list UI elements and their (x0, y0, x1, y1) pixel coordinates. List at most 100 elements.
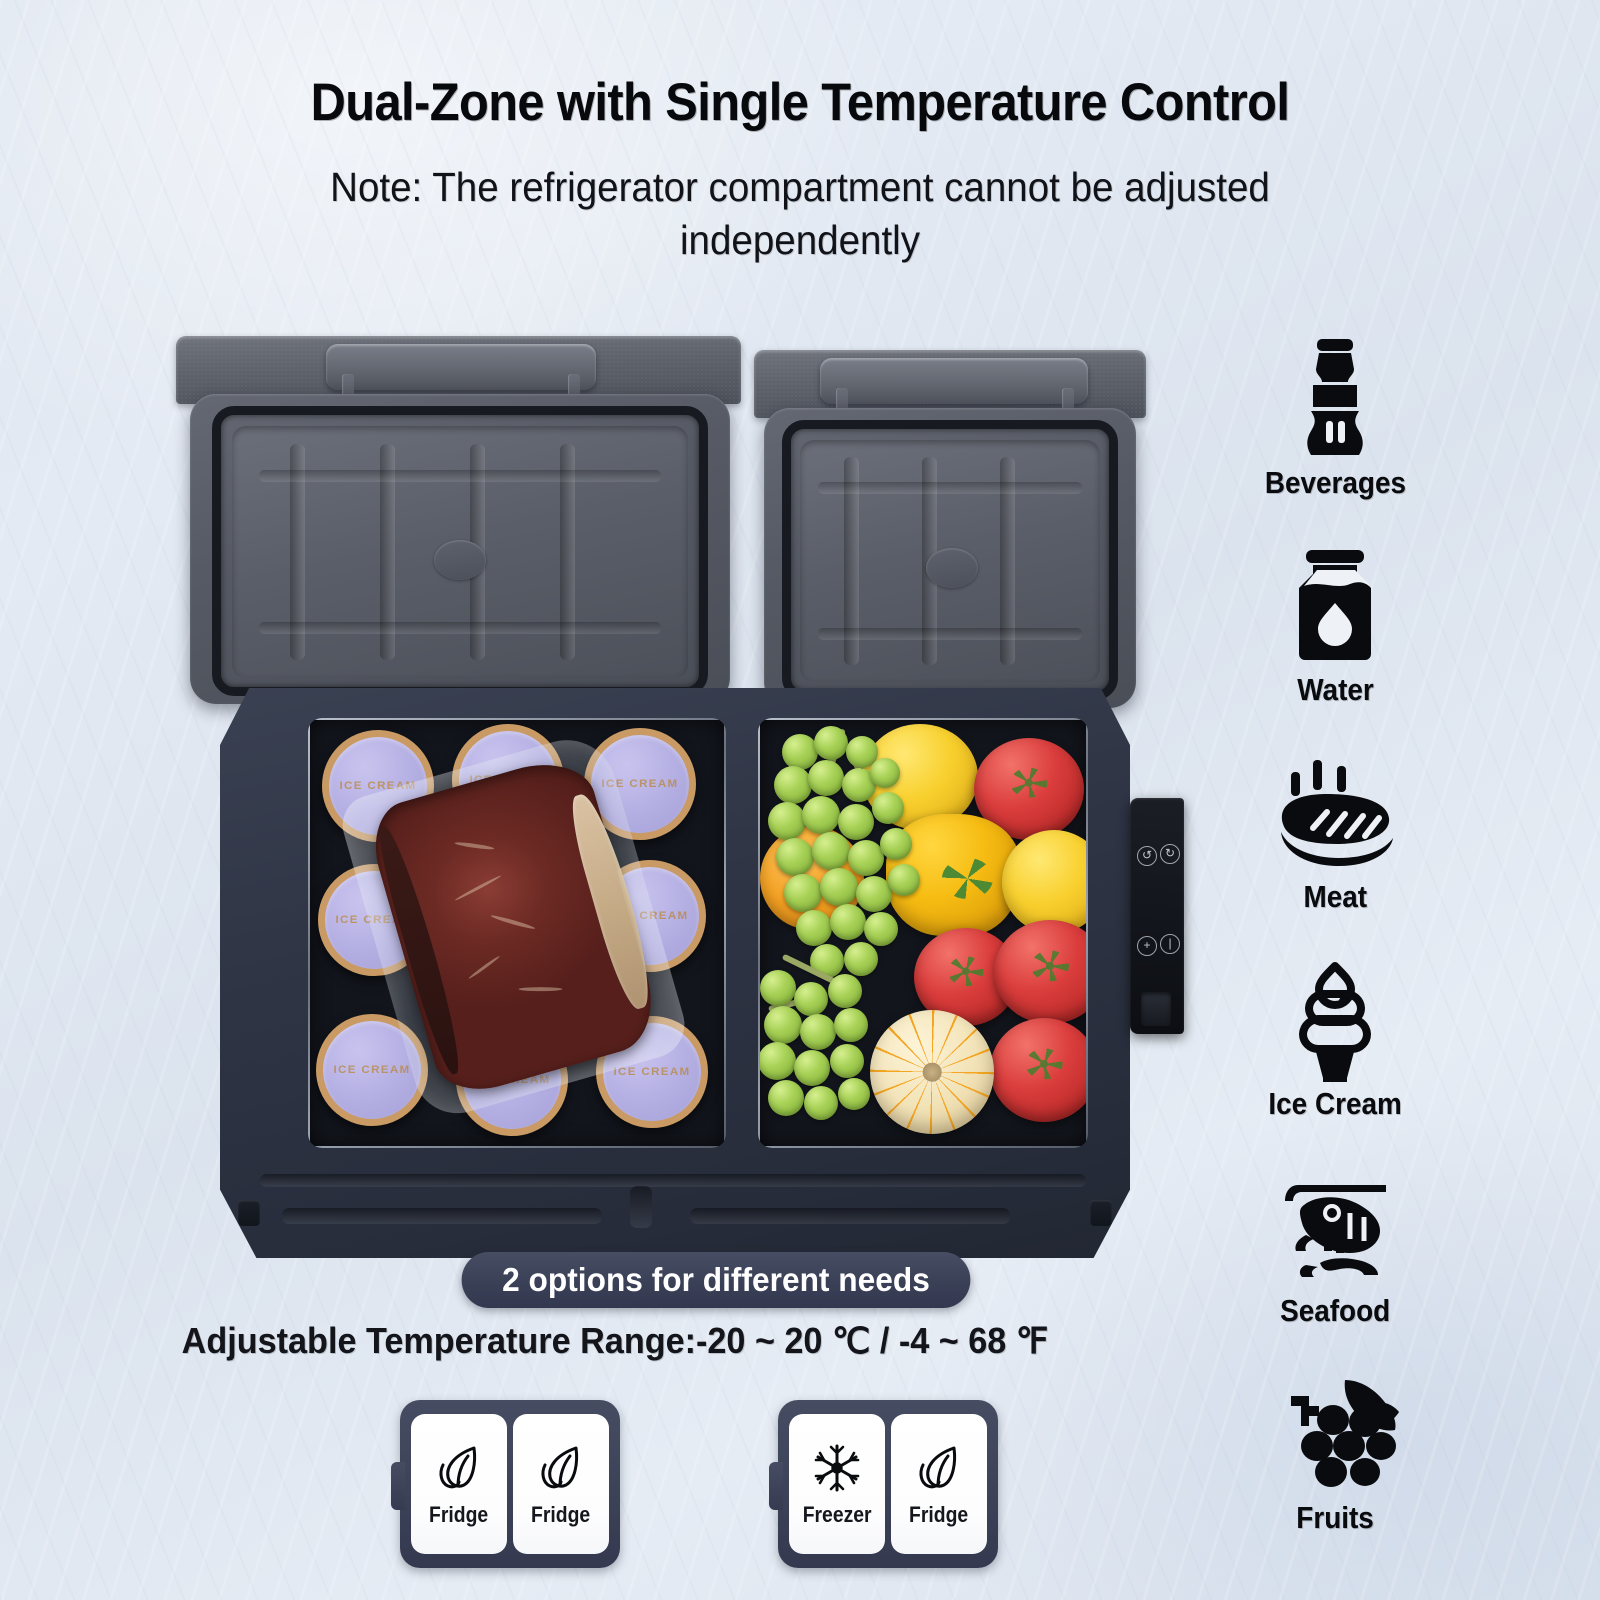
option-cards-row: Fridge Fridge (391, 1396, 1060, 1572)
grape (774, 766, 812, 804)
grape (828, 974, 862, 1008)
tub-label: ICE CREAM (333, 1064, 411, 1076)
bottle-icon (1283, 336, 1387, 464)
right-lid-face (764, 408, 1136, 708)
option-slot[interactable]: Freezer (789, 1414, 885, 1554)
icon-label-fruits: Fruits (1296, 1500, 1374, 1535)
snowflake-icon (812, 1440, 862, 1496)
lid-rib (560, 443, 575, 661)
body-center-divider (630, 1186, 652, 1228)
grape (812, 832, 850, 870)
water-jar-icon (1282, 543, 1388, 671)
body-groove (282, 1208, 602, 1224)
grape (768, 1080, 804, 1116)
leaf-icon (536, 1440, 586, 1496)
left-lid-face (190, 394, 730, 704)
control-panel[interactable]: ↺ ↻ + | (1130, 798, 1184, 1034)
grape (830, 1044, 864, 1078)
minus-icon[interactable]: | (1160, 934, 1180, 954)
plus-icon[interactable]: + (1137, 936, 1157, 956)
lid-rib-horizontal (818, 628, 1082, 640)
grape (814, 726, 848, 760)
icon-item-seafood: Seafood (1235, 1164, 1435, 1371)
right-lid-inner-panel (800, 440, 1100, 682)
option-slot[interactable]: Fridge (411, 1414, 507, 1554)
freezer-compartment: ICE CREAM ICE CREAM ICE CREAM ICE CREAM … (308, 718, 726, 1148)
icon-item-beverages: Beverages (1235, 336, 1435, 543)
right-lid (754, 350, 1146, 710)
lid-rib-horizontal (818, 482, 1082, 494)
grape (844, 942, 878, 976)
icon-item-meat: Meat (1235, 750, 1435, 957)
icon-item-fruits: Fruits (1235, 1371, 1435, 1578)
vacuum-sealed-steak (335, 728, 693, 1124)
grape (808, 760, 844, 796)
body-corner-notch (1090, 1200, 1112, 1226)
grape (888, 864, 920, 896)
icon-label-water: Water (1296, 672, 1374, 707)
option-slot-label: Fridge (429, 1502, 489, 1527)
grape (768, 802, 806, 840)
body-corner-notch (238, 1200, 260, 1226)
steak-icon (1269, 750, 1401, 878)
option-card-freezer-fridge[interactable]: Freezer Fridge (769, 1400, 998, 1568)
option-slot[interactable]: Fridge (513, 1414, 609, 1554)
lid-rib-horizontal (259, 470, 661, 482)
grape (838, 804, 874, 840)
lid-rib (1000, 456, 1015, 666)
left-lid (176, 336, 741, 708)
option-card-tab (391, 1462, 405, 1510)
grape (794, 982, 828, 1016)
icon-item-ice-cream: Ice Cream (1235, 957, 1435, 1164)
option-slot-label: Fridge (909, 1502, 969, 1527)
icon-label-meat: Meat (1303, 879, 1367, 914)
option-slot-label: Freezer (802, 1502, 872, 1527)
grape (834, 1008, 868, 1042)
lid-rib (380, 443, 395, 661)
grapes-icon (1267, 1371, 1403, 1499)
grape (880, 828, 912, 860)
grape (864, 912, 898, 946)
shrimp-icon (1268, 1164, 1402, 1292)
grape (800, 1014, 836, 1050)
striped-squash (870, 1010, 994, 1134)
page-note: Note: The refrigerator compartment canno… (330, 164, 1270, 264)
lid-rib (844, 456, 859, 666)
left-lid-latch[interactable] (326, 344, 596, 390)
tub-label: ICE CREAM (613, 1066, 691, 1078)
mode-icon[interactable]: ↻ (1160, 844, 1180, 864)
page-title: Dual-Zone with Single Temperature Contro… (310, 73, 1290, 132)
grape (872, 792, 904, 824)
grape (848, 840, 884, 876)
right-lid-latch[interactable] (820, 358, 1088, 404)
grape (784, 874, 822, 912)
grape (764, 1006, 802, 1044)
panel-slot (1141, 992, 1171, 1026)
body-groove (690, 1208, 1010, 1224)
grape (830, 904, 866, 940)
option-card-fridge-fridge[interactable]: Fridge Fridge (391, 1400, 620, 1568)
portable-fridge-product: ICE CREAM ICE CREAM ICE CREAM ICE CREAM … (168, 336, 1184, 1276)
grape (796, 910, 832, 946)
tomato (990, 1018, 1088, 1122)
grape (856, 876, 892, 912)
option-slot-label: Fridge (531, 1502, 591, 1527)
grape (794, 1050, 830, 1086)
left-lid-center-plug (434, 540, 486, 580)
option-slot[interactable]: Fridge (891, 1414, 987, 1554)
grape (870, 758, 900, 788)
lid-rib-horizontal (259, 622, 661, 634)
temperature-range-text: Adjustable Temperature Range:-20 ~ 20 ℃ … (181, 1320, 1049, 1361)
option-card-tab (769, 1462, 783, 1510)
status-badge: 2 options for different needs (461, 1252, 971, 1308)
food-category-icons: Beverages Water (1235, 336, 1435, 1578)
grape (760, 970, 796, 1006)
power-icon[interactable]: ↺ (1137, 846, 1157, 866)
header: Dual-Zone with Single Temperature Contro… (0, 0, 1600, 268)
lid-rib (290, 443, 305, 661)
grape (802, 796, 840, 834)
grape (804, 1086, 838, 1120)
right-lid-center-plug (926, 548, 978, 588)
ice-cream-cone-icon (1279, 957, 1391, 1085)
